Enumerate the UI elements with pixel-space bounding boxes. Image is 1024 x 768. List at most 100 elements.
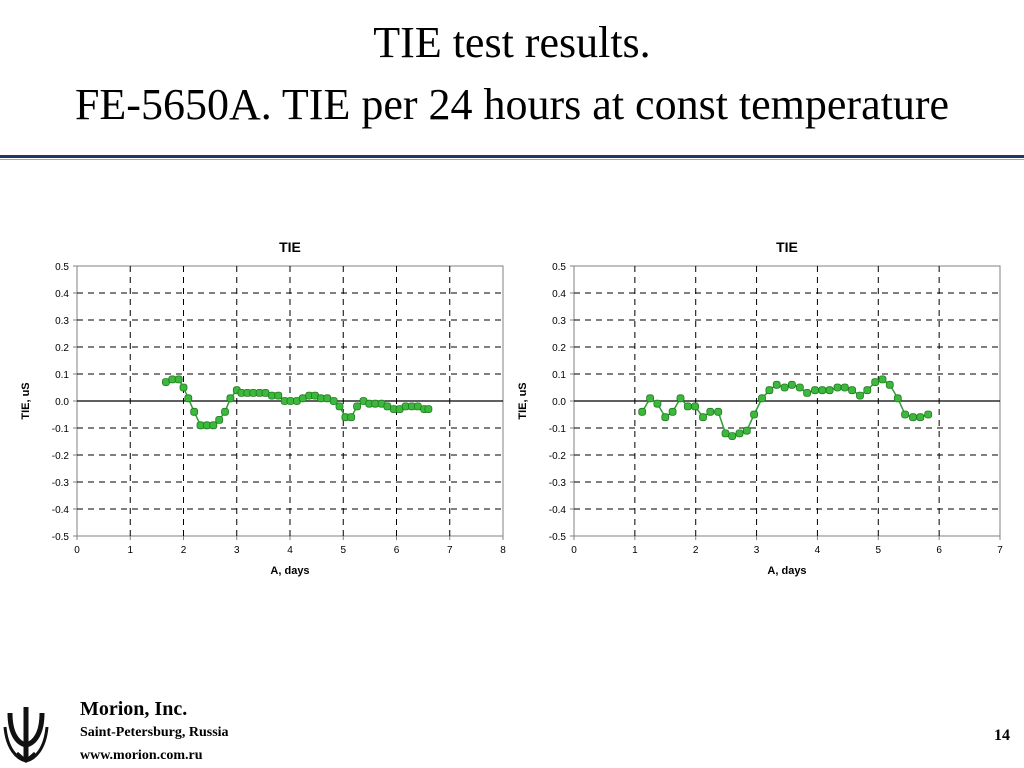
x-tick-label: 0 — [571, 545, 577, 556]
data-point — [721, 429, 730, 438]
x-tick-label: 8 — [500, 545, 506, 556]
x-tick-label: 6 — [394, 545, 400, 556]
data-point — [323, 394, 332, 403]
data-point — [196, 421, 205, 430]
data-point — [353, 402, 362, 411]
x-tick-label: 1 — [127, 545, 133, 556]
data-point — [728, 432, 737, 441]
x-tick-label: 3 — [754, 545, 760, 556]
x-tick-label: 2 — [181, 545, 187, 556]
page-number: 14 — [994, 727, 1010, 744]
y-tick-label: -0.3 — [52, 478, 70, 489]
data-point — [215, 415, 224, 424]
data-point — [811, 386, 819, 395]
data-point — [901, 410, 910, 419]
chart-svg: TIE 0.5 0.4 0.3 0.2 0.1 0.0 -0.1 -0.2 -0.3 -0.4 -0.… — [517, 239, 1003, 577]
y-axis-label: TIE, uS — [517, 382, 529, 419]
y-tick-label: -0.1 — [52, 424, 70, 435]
x-tick-label: 0 — [74, 545, 80, 556]
data-point — [371, 399, 380, 408]
data-point — [699, 413, 707, 422]
data-point — [825, 386, 834, 395]
title-divider-shadow — [0, 159, 1024, 160]
data-point — [179, 383, 188, 392]
data-point — [184, 394, 193, 403]
company-website: www.morion.com.ru — [80, 748, 203, 763]
data-point — [742, 426, 751, 435]
y-tick-label: 0.5 — [55, 262, 69, 273]
y-tick-label: -0.2 — [52, 451, 70, 462]
data-point — [772, 380, 781, 389]
data-point — [683, 402, 692, 411]
data-point — [329, 397, 338, 405]
tie-chart-left: TIE 0.5 0.4 0.3 0.2 0.1 0.0 -0.1 -0.2 -0.3 -0.4 -0.… — [15, 232, 515, 592]
y-tick-label: 0.2 — [552, 343, 566, 354]
data-point — [347, 413, 356, 422]
data-point — [298, 394, 307, 403]
y-tick-label: -0.4 — [549, 505, 567, 516]
slide-title-line-1: TIE test results. — [373, 18, 651, 67]
chart-title: TIE — [776, 239, 798, 255]
x-axis-label: A, days — [270, 565, 309, 577]
data-point — [261, 388, 270, 397]
y-tick-label: -0.5 — [549, 532, 567, 543]
data-point — [424, 405, 433, 414]
company-city: Saint-Petersburg, Russia — [80, 725, 229, 740]
data-point — [661, 413, 670, 422]
chart-title: TIE — [279, 239, 301, 255]
data-point — [706, 407, 715, 416]
data-point — [646, 394, 655, 403]
data-point — [909, 413, 917, 422]
data-point — [383, 402, 392, 411]
data-point — [780, 383, 789, 392]
x-tick-label: 5 — [340, 545, 346, 556]
data-point — [871, 378, 880, 387]
y-tick-label: 0.3 — [55, 316, 69, 327]
y-tick-label: 0.4 — [552, 289, 566, 300]
data-point — [787, 380, 796, 389]
x-tick-label: 3 — [234, 545, 240, 556]
chart-svg: TIE 0.5 0.4 0.3 0.2 0.1 0.0 -0.1 -0.2 -0.3 -0.4 -0.… — [20, 239, 506, 577]
data-point — [413, 402, 422, 411]
y-tick-label: 0.4 — [55, 289, 69, 300]
data-point — [765, 386, 774, 395]
data-point — [668, 407, 677, 416]
x-tick-label: 1 — [632, 545, 638, 556]
data-point — [209, 421, 218, 430]
x-tick-label: 7 — [997, 545, 1003, 556]
data-point — [750, 410, 759, 419]
data-point — [714, 407, 723, 416]
x-tick-label: 2 — [693, 545, 699, 556]
x-axis-label: A, days — [767, 565, 806, 577]
data-point — [878, 375, 887, 384]
data-point — [226, 394, 235, 403]
data-point — [885, 380, 894, 389]
tie-chart-right: TIE 0.5 0.4 0.3 0.2 0.1 0.0 -0.1 -0.2 -0.3 -0.4 -0.… — [512, 232, 1012, 592]
y-tick-label: 0.1 — [552, 370, 566, 381]
data-point — [758, 394, 766, 403]
data-point — [168, 375, 177, 384]
data-point — [803, 388, 812, 397]
data-point — [916, 413, 925, 422]
x-tick-label: 4 — [815, 545, 821, 556]
data-point — [202, 421, 211, 430]
data-point — [638, 407, 647, 416]
data-point — [221, 407, 229, 416]
data-point — [893, 394, 902, 403]
morion-trident-logo-icon — [3, 707, 49, 764]
data-point — [924, 410, 933, 419]
y-tick-label: 0.0 — [552, 397, 566, 408]
data-point — [161, 378, 170, 387]
y-tick-label: -0.5 — [52, 532, 70, 543]
data-point — [735, 429, 744, 438]
y-tick-label: -0.3 — [549, 478, 567, 489]
y-tick-label: 0.2 — [55, 343, 69, 354]
y-axis-label: TIE, uS — [20, 382, 32, 419]
data-point — [316, 394, 325, 403]
data-point — [267, 391, 276, 400]
data-point — [795, 383, 804, 392]
data-point — [274, 391, 283, 400]
data-point — [653, 399, 662, 408]
y-tick-label: -0.4 — [52, 505, 70, 516]
data-point — [848, 386, 857, 395]
